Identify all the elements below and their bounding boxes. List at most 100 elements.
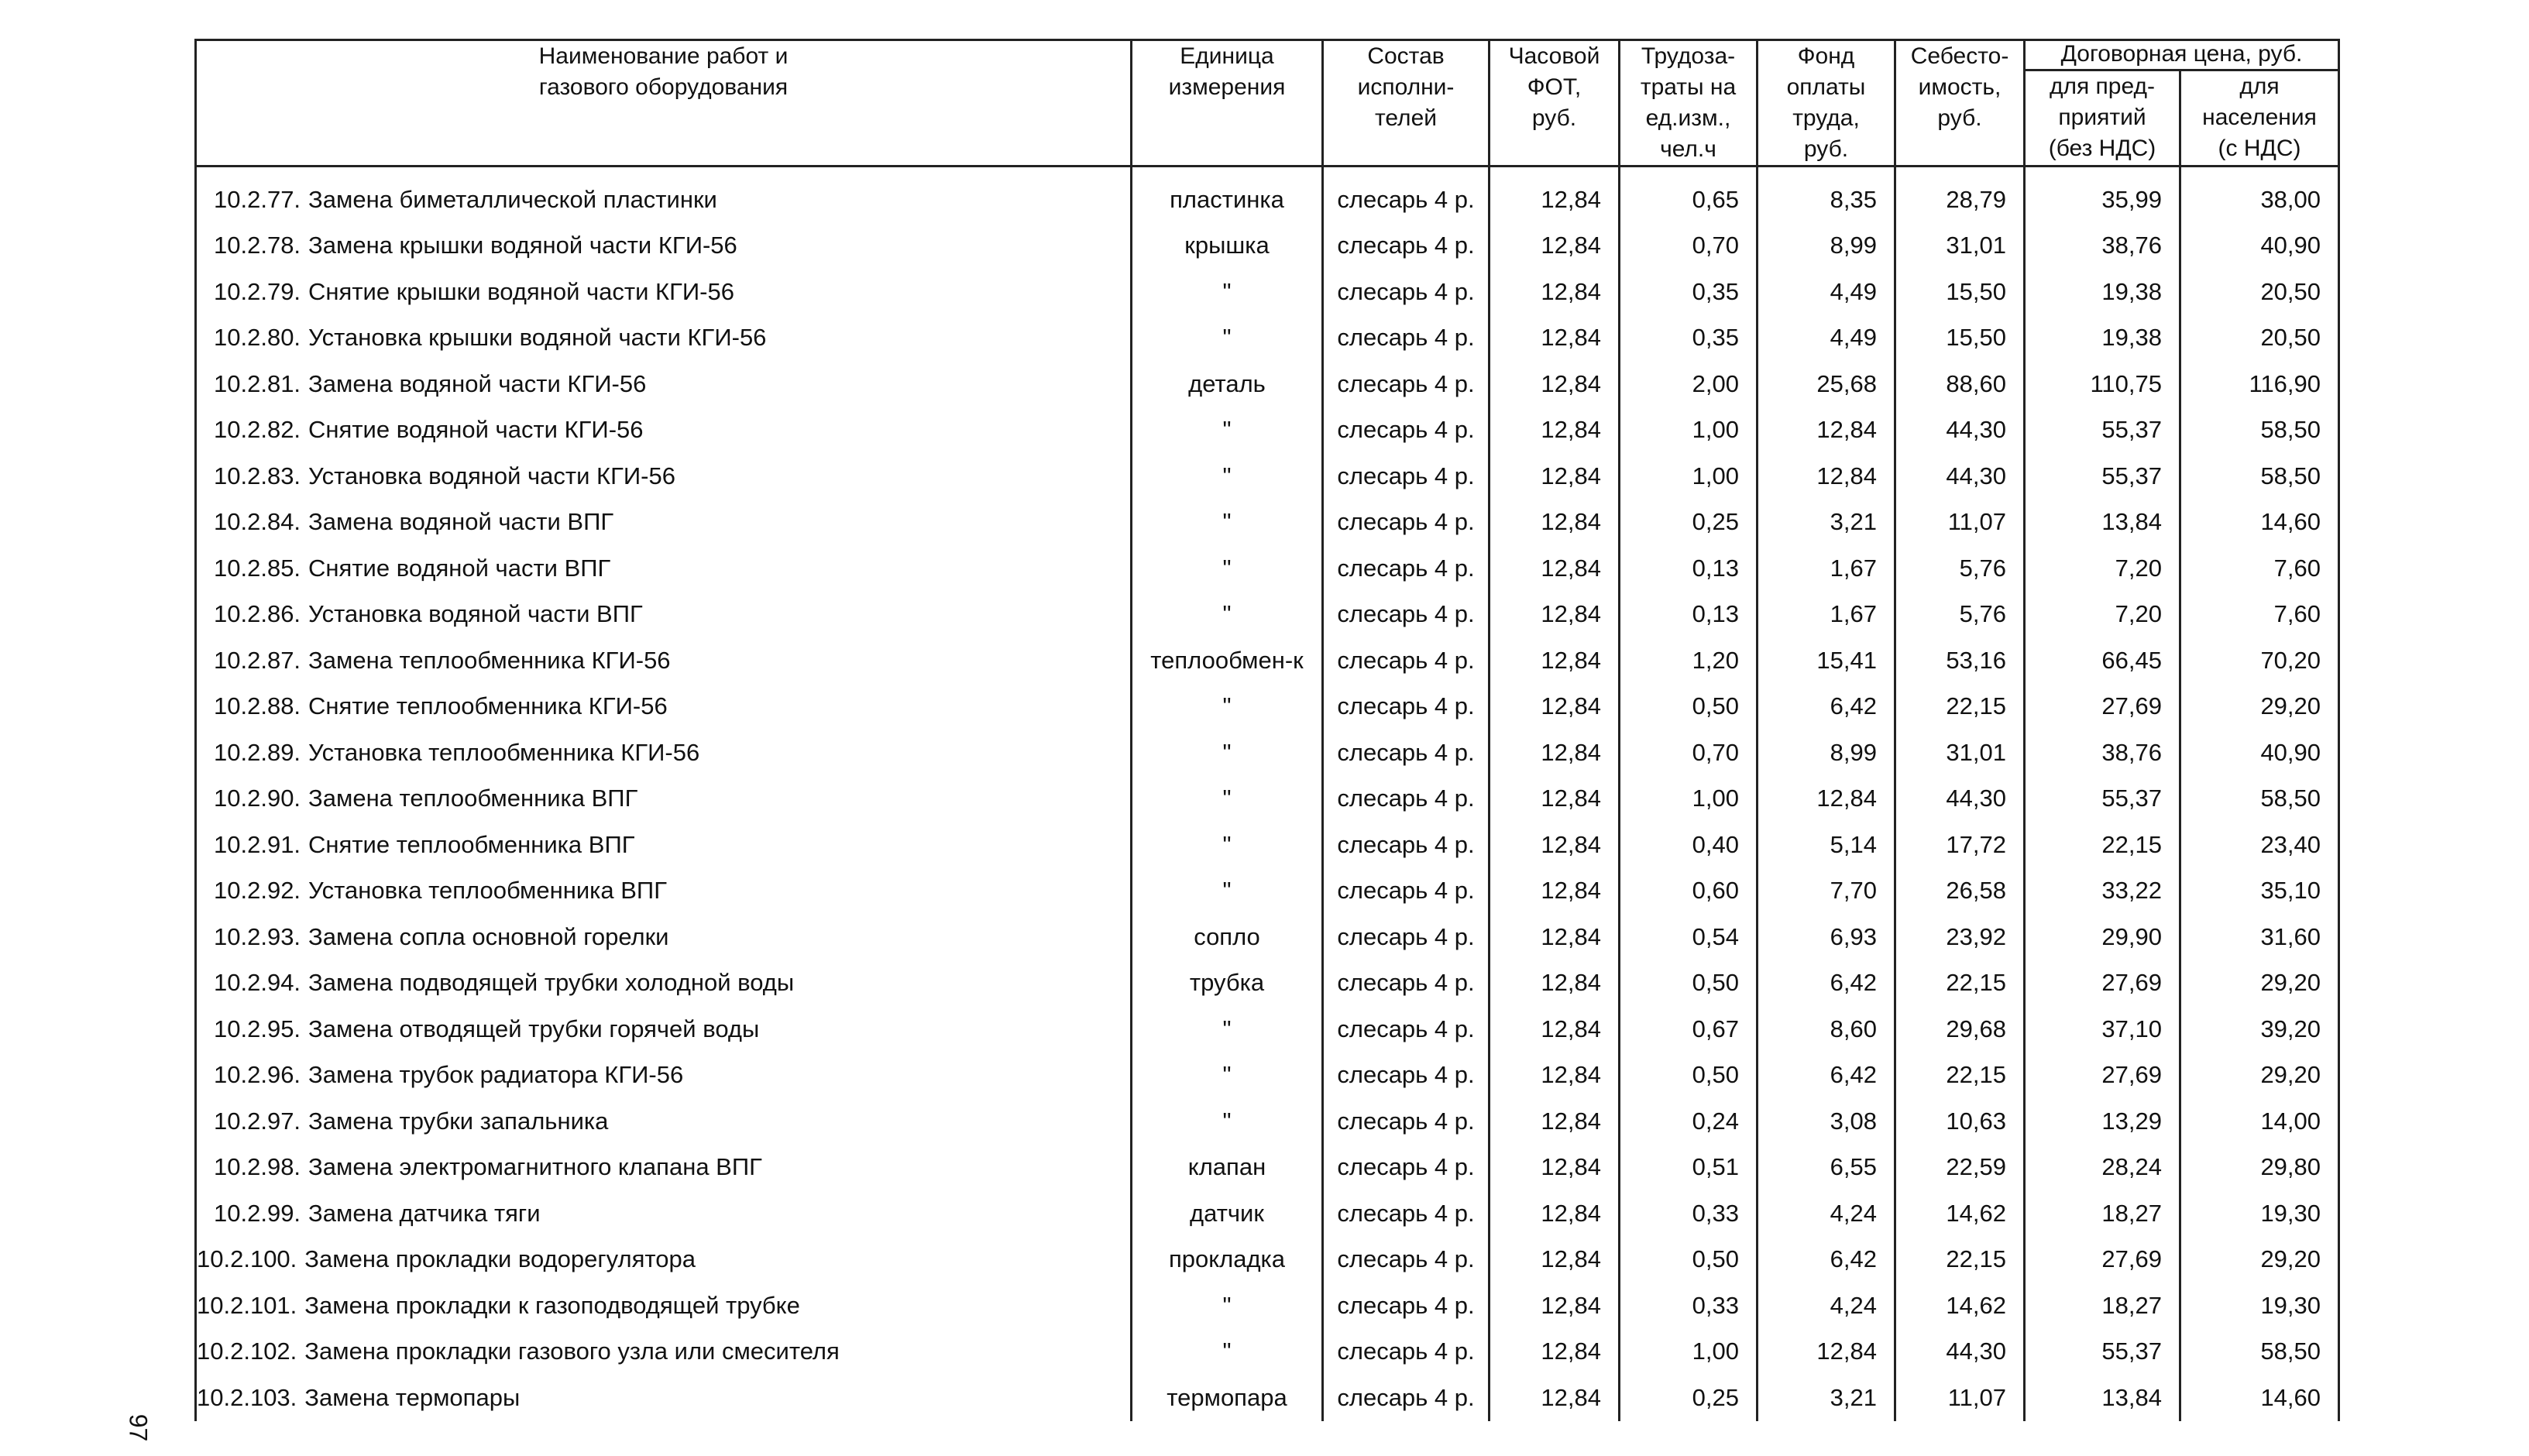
value-cell: 12,84: [1488, 960, 1620, 1006]
table-row: 10.2.95. Замена отводящей трубки горячей …: [194, 1006, 2341, 1053]
value-cell: 14,62: [1894, 1190, 2026, 1237]
unit-cell: ": [1130, 591, 1324, 637]
work-code: 10.2.80.: [214, 324, 301, 352]
unit-cell: ": [1130, 683, 1324, 730]
staff-cell: слесарь 4 р.: [1321, 453, 1490, 500]
work-cell: 10.2.79. Снятие крышки водяной части КГИ-…: [194, 269, 1132, 315]
value-cell: 17,72: [1894, 822, 2026, 868]
value-cell: 29,20: [2178, 1236, 2341, 1283]
table-row: 10.2.77. Замена биметаллической пластинки…: [194, 166, 2341, 223]
staff-cell: слесарь 4 р.: [1321, 1375, 1490, 1421]
work-code: 10.2.86.: [214, 600, 301, 628]
value-cell: 12,84: [1488, 914, 1620, 960]
value-cell: 12,84: [1756, 775, 1896, 822]
work-cell: 10.2.102. Замена прокладки газового узла …: [194, 1328, 1132, 1375]
value-cell: 29,80: [2178, 1144, 2341, 1190]
work-name: Снятие водяной части ВПГ: [308, 554, 611, 582]
staff-cell: слесарь 4 р.: [1321, 1283, 1490, 1329]
value-cell: 7,20: [2023, 591, 2181, 637]
value-cell: 27,69: [2023, 960, 2181, 1006]
value-cell: 53,16: [1894, 637, 2026, 684]
value-cell: 12,84: [1488, 361, 1620, 407]
table-row: 10.2.96. Замена трубок радиатора КГИ-56 " с…: [194, 1052, 2341, 1098]
work-cell: 10.2.77. Замена биметаллической пластинки: [194, 166, 1132, 223]
work-name: Замена подводящей трубки холодной воды: [308, 969, 795, 997]
work-code: 10.2.91.: [214, 830, 301, 858]
value-cell: 22,15: [1894, 683, 2026, 730]
value-cell: 66,45: [2023, 637, 2181, 684]
value-cell: 26,58: [1894, 867, 2026, 914]
work-name: Замена теплообменника КГИ-56: [308, 646, 671, 674]
value-cell: 55,37: [2023, 1328, 2181, 1375]
value-cell: 4,49: [1756, 314, 1896, 361]
value-cell: 38,76: [2023, 730, 2181, 776]
unit-cell: ": [1130, 1006, 1324, 1053]
value-cell: 19,30: [2178, 1190, 2341, 1237]
work-cell: 10.2.80. Установка крышки водяной части К…: [194, 314, 1132, 361]
value-cell: 29,20: [2178, 683, 2341, 730]
value-cell: 15,41: [1756, 637, 1896, 684]
table-row: 10.2.86. Установка водяной части ВПГ " слес…: [194, 591, 2341, 637]
work-cell: 10.2.101. Замена прокладки к газоподводящ…: [194, 1283, 1132, 1329]
value-cell: 23,92: [1894, 914, 2026, 960]
table-row: 10.2.94. Замена подводящей трубки холодно…: [194, 960, 2341, 1006]
value-cell: 35,99: [2023, 166, 2181, 223]
table-row: 10.2.99. Замена датчика тяги датчик слесарь…: [194, 1190, 2341, 1237]
value-cell: 22,59: [1894, 1144, 2026, 1190]
table-row: 10.2.101. Замена прокладки к газоподводящ…: [194, 1283, 2341, 1329]
work-cell: 10.2.97. Замена трубки запальника: [194, 1098, 1132, 1145]
staff-cell: слесарь 4 р.: [1321, 867, 1490, 914]
column-header: Наименование работ и газового оборудован…: [194, 39, 1132, 167]
work-code: 10.2.87.: [214, 646, 301, 674]
work-cell: 10.2.94. Замена подводящей трубки холодно…: [194, 960, 1132, 1006]
value-cell: 88,60: [1894, 361, 2026, 407]
value-cell: 12,84: [1488, 1052, 1620, 1098]
work-name: Замена прокладки водорегулятора: [304, 1245, 696, 1273]
table-row: 10.2.87. Замена теплообменника КГИ-56 тепл…: [194, 637, 2341, 684]
value-cell: 31,01: [1894, 730, 2026, 776]
value-cell: 0,25: [1618, 499, 1758, 545]
work-cell: 10.2.96. Замена трубок радиатора КГИ-56: [194, 1052, 1132, 1098]
value-cell: 12,84: [1488, 407, 1620, 453]
value-cell: 27,69: [2023, 1052, 2181, 1098]
work-code: 10.2.97.: [214, 1107, 301, 1135]
value-cell: 0,70: [1618, 730, 1758, 776]
work-code: 10.2.100.: [197, 1245, 297, 1273]
value-cell: 13,84: [2023, 499, 2181, 545]
table-row: 10.2.83. Установка водяной части КГИ-56 " с…: [194, 453, 2341, 500]
unit-cell: ": [1130, 822, 1324, 868]
value-cell: 19,38: [2023, 269, 2181, 315]
value-cell: 14,62: [1894, 1283, 2026, 1329]
value-cell: 31,01: [1894, 222, 2026, 269]
value-cell: 12,84: [1488, 222, 1620, 269]
work-code: 10.2.98.: [214, 1153, 301, 1181]
value-cell: 58,50: [2178, 1328, 2341, 1375]
work-cell: 10.2.81. Замена водяной части КГИ-56: [194, 361, 1132, 407]
work-code: 10.2.103.: [197, 1383, 297, 1411]
value-cell: 6,55: [1756, 1144, 1896, 1190]
unit-cell: ": [1130, 545, 1324, 592]
value-cell: 13,84: [2023, 1375, 2181, 1421]
value-cell: 27,69: [2023, 1236, 2181, 1283]
unit-cell: ": [1130, 314, 1324, 361]
table-row: 10.2.102. Замена прокладки газового узла …: [194, 1328, 2341, 1375]
staff-cell: слесарь 4 р.: [1321, 822, 1490, 868]
value-cell: 1,00: [1618, 775, 1758, 822]
work-code: 10.2.81.: [214, 369, 301, 397]
value-cell: 12,84: [1488, 775, 1620, 822]
work-code: 10.2.99.: [214, 1199, 301, 1227]
value-cell: 5,76: [1894, 545, 2026, 592]
value-cell: 19,38: [2023, 314, 2181, 361]
unit-cell: термопара: [1130, 1375, 1324, 1421]
work-code: 10.2.102.: [197, 1338, 297, 1365]
work-name: Замена прокладки к газоподводящей трубке: [304, 1291, 800, 1319]
work-cell: 10.2.103. Замена термопары: [194, 1375, 1132, 1421]
table-row: 10.2.81. Замена водяной части КГИ-56 детал…: [194, 361, 2341, 407]
value-cell: 0,50: [1618, 1052, 1758, 1098]
value-cell: 12,84: [1488, 1190, 1620, 1237]
table-row: 10.2.78. Замена крышки водяной части КГИ-…: [194, 222, 2341, 269]
value-cell: 0,33: [1618, 1283, 1758, 1329]
staff-cell: слесарь 4 р.: [1321, 1144, 1490, 1190]
group-header: Договорная цена, руб.: [2022, 39, 2341, 71]
